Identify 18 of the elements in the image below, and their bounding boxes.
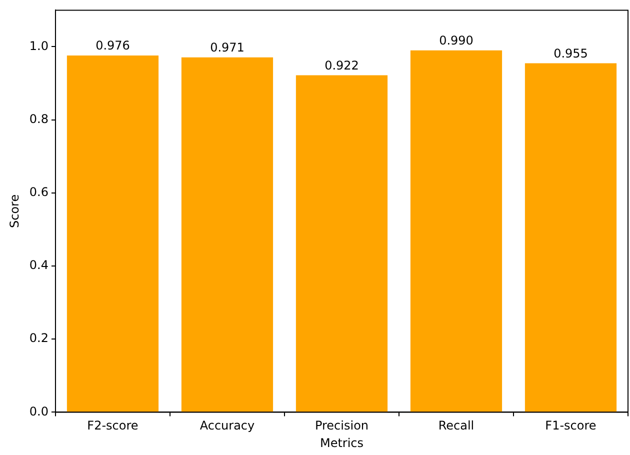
x-tick-label: Precision xyxy=(314,418,369,433)
data-label: 0.955 xyxy=(554,46,588,60)
x-tick-label: Accuracy xyxy=(200,418,255,433)
x-tick-label: Recall xyxy=(438,418,474,433)
y-tick-label: 1.0 xyxy=(29,38,48,53)
x-tick-label: F1-score xyxy=(545,418,596,433)
data-label: 0.990 xyxy=(439,34,474,48)
y-tick-label: 0.6 xyxy=(29,185,48,200)
x-axis-title: Metrics xyxy=(320,436,364,450)
data-label: 0.922 xyxy=(324,58,359,72)
y-tick-label: 0.4 xyxy=(29,258,48,272)
y-axis-title: Score xyxy=(7,194,22,228)
data-label: 0.976 xyxy=(96,38,130,53)
data-label: 0.971 xyxy=(210,40,244,54)
y-tick-label: 0.8 xyxy=(29,112,48,126)
y-tick-label: 0.0 xyxy=(29,404,48,418)
y-tick-label: 0.2 xyxy=(29,331,48,346)
x-tick-label: F2-score xyxy=(87,418,138,433)
